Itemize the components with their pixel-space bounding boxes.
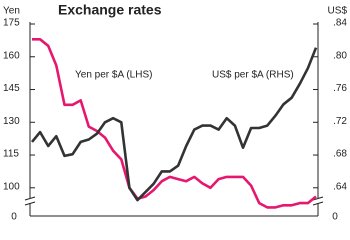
y2-tick-label: .84 [333,18,347,29]
y-tick-label: 175 [3,18,20,29]
series-line [32,38,317,209]
y2-tick-label: .68 [333,149,347,160]
y2-tick-label: .72 [333,116,347,127]
y-tick-label: 160 [3,50,20,61]
annotation: US$ per $A (RHS) [212,70,294,81]
y-axis-label: Yen [3,6,20,17]
axis-break [24,196,36,201]
axis-break [312,201,324,206]
axis-break [312,196,324,201]
y-break-label: 0 [11,212,17,223]
annotation: Yen per $A (LHS) [75,70,152,81]
y2-tick-label: .80 [333,50,347,61]
y2-axis-label: US$ [328,6,348,17]
chart: Exchange rates Yen US$ Yen per $A (LHS) … [3,2,348,223]
y2-break-label: 0 [332,212,338,223]
y2-tick-label: .64 [333,181,347,192]
series-line [30,47,318,202]
axis-break [24,201,36,206]
y2-tick-label: .76 [333,83,347,94]
y-tick-label: 145 [3,83,20,94]
y-tick-label: 115 [3,149,19,160]
y-tick-label: 130 [3,116,20,127]
y-tick-label: 100 [3,181,20,192]
chart-title: Exchange rates [58,2,162,18]
